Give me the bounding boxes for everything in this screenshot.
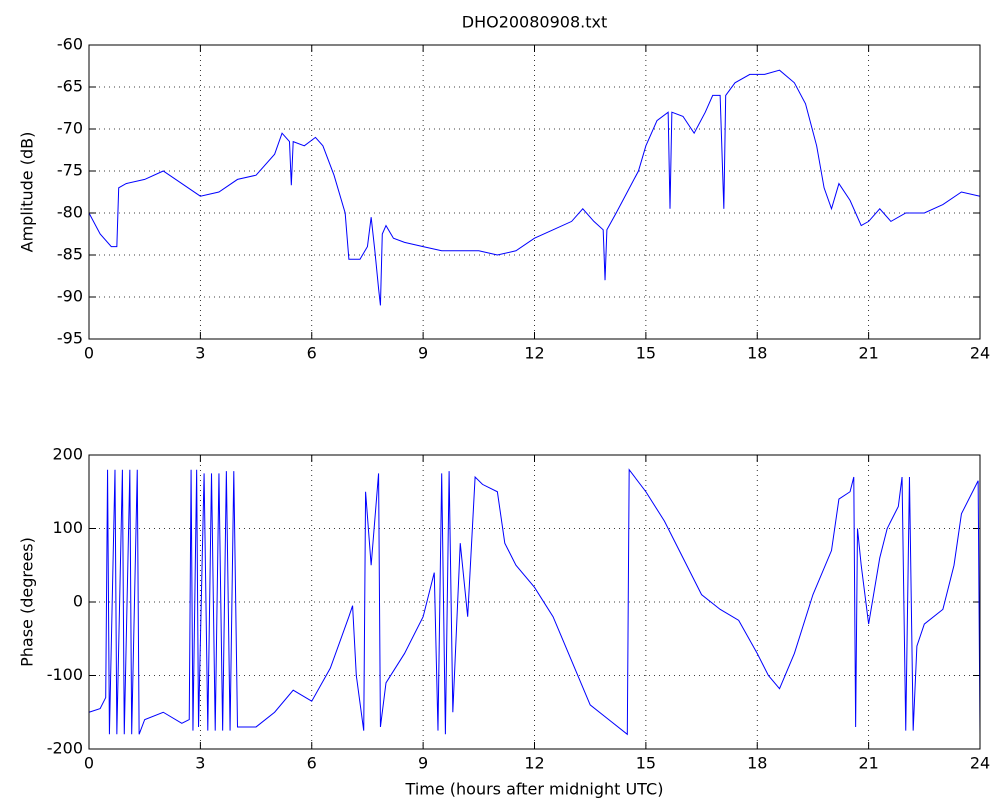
x-tick-label: 15 [636,344,656,363]
x-tick-label: 9 [418,754,428,773]
x-tick-label: 24 [970,344,990,363]
y-tick-label: 200 [52,445,83,464]
y-axis-label: Phase (degrees) [18,537,37,667]
y-tick-label: -75 [57,161,83,180]
x-tick-label: 9 [418,344,428,363]
y-tick-label: -85 [57,245,83,264]
y-tick-label: -65 [57,77,83,96]
y-tick-label: -200 [47,739,83,758]
x-tick-label: 0 [84,754,94,773]
y-tick-label: -70 [57,119,83,138]
y-tick-label: 0 [73,592,83,611]
x-tick-label: 0 [84,344,94,363]
data-line [88,468,981,736]
y-tick-label: -95 [57,329,83,348]
x-tick-label: 12 [524,344,544,363]
x-tick-label: 24 [970,754,990,773]
y-tick-label: 100 [52,518,83,537]
plot-frame [88,454,981,750]
x-tick-label: 18 [747,344,767,363]
x-tick-label: 21 [858,344,878,363]
y-tick-label: -60 [57,35,83,54]
x-tick-label: 3 [195,754,205,773]
y-tick-label: -80 [57,203,83,222]
chart-title: DHO20080908.txt [462,13,607,32]
x-tick-label: 3 [195,344,205,363]
x-tick-label: 21 [858,754,878,773]
y-tick-label: -100 [47,665,83,684]
plot-frame [88,44,981,340]
x-tick-label: 6 [307,754,317,773]
x-tick-label: 12 [524,754,544,773]
y-axis-label: Amplitude (dB) [18,132,37,253]
x-axis-label: Time (hours after midnight UTC) [405,780,664,799]
x-tick-label: 15 [636,754,656,773]
y-tick-label: -90 [57,287,83,306]
x-tick-label: 6 [307,344,317,363]
data-line [88,69,981,306]
x-tick-label: 18 [747,754,767,773]
